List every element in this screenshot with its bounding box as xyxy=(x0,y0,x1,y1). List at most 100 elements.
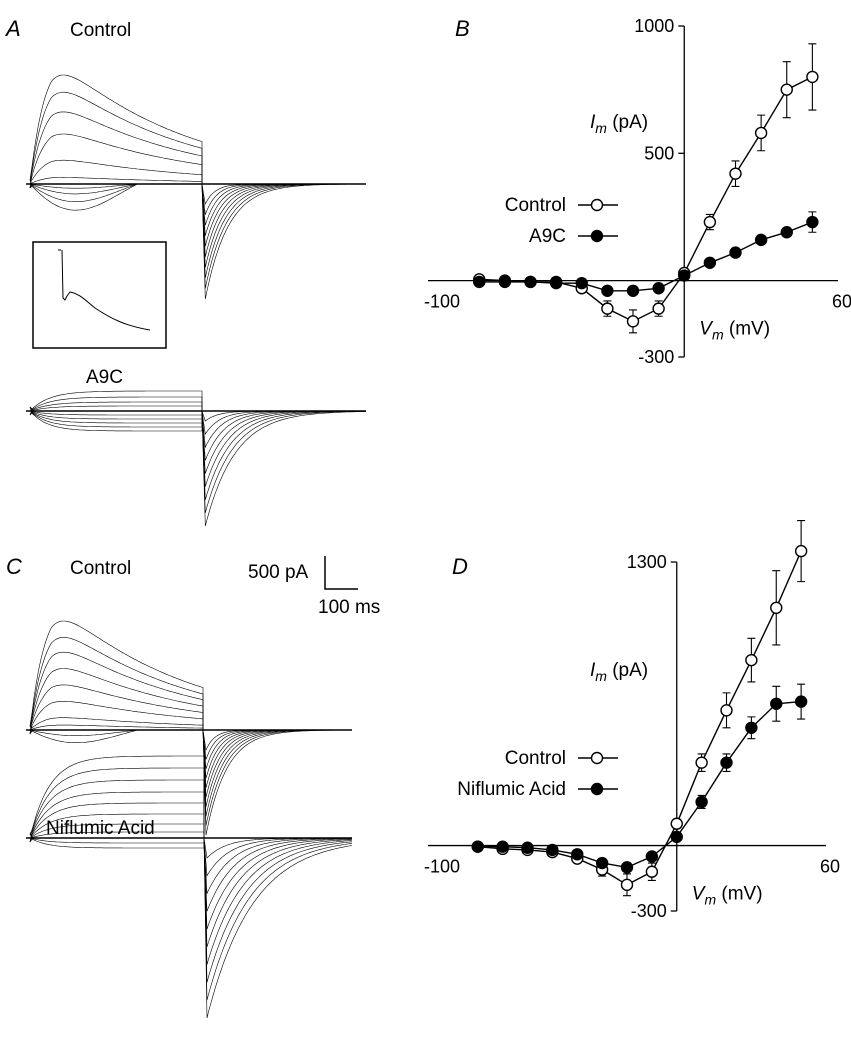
current-trace xyxy=(29,406,367,527)
y-axis-label: Im (pA) xyxy=(590,660,648,684)
data-point xyxy=(626,315,640,328)
data-point xyxy=(652,282,665,295)
legend-label: Control xyxy=(505,195,566,216)
data-point xyxy=(521,841,534,854)
data-point xyxy=(754,126,768,140)
data-point xyxy=(473,275,486,289)
scale-bar-current-label: 500 pA xyxy=(248,562,309,583)
legend-marker xyxy=(590,198,604,212)
data-point xyxy=(794,695,808,708)
current-trace xyxy=(29,725,352,826)
current-trace xyxy=(29,668,352,779)
panel-a-control-title: Control xyxy=(70,20,131,41)
data-point xyxy=(806,215,819,229)
data-point xyxy=(549,276,563,290)
scale-bar: 500 pA 100 ms xyxy=(248,556,380,618)
y-tick-label: -300 xyxy=(631,901,667,921)
panel-a-drug-title: A9C xyxy=(86,367,123,388)
series-line xyxy=(477,550,802,886)
series-open xyxy=(471,520,808,897)
data-point xyxy=(670,830,683,844)
y-tick-label: 500 xyxy=(644,143,674,163)
inset-frame xyxy=(32,241,167,349)
current-trace xyxy=(29,802,352,930)
current-trace xyxy=(29,183,366,278)
x-tick-label: -100 xyxy=(424,857,460,877)
current-trace xyxy=(29,111,366,226)
current-trace xyxy=(29,831,353,983)
data-point xyxy=(695,795,708,809)
data-point xyxy=(780,226,793,239)
data-point xyxy=(703,256,717,269)
data-point xyxy=(703,215,717,229)
x-tick-label: -100 xyxy=(424,292,460,312)
legend-marker xyxy=(590,229,604,243)
data-point xyxy=(770,697,783,710)
x-axis-label: Vm (mV) xyxy=(699,319,770,343)
data-point xyxy=(601,284,614,297)
current-trace xyxy=(29,406,366,500)
current-trace xyxy=(29,179,366,289)
current-trace xyxy=(29,684,352,788)
current-trace xyxy=(29,406,366,474)
iv-plot-d: 1300 -300 -100 60 Im (pA) Vm (mV) Control Niflu… xyxy=(424,520,840,921)
data-point xyxy=(678,269,691,282)
data-point xyxy=(652,302,665,315)
current-trace xyxy=(29,401,366,449)
data-point xyxy=(498,275,512,289)
panel-c-drug-title: Niflumic Acid xyxy=(46,818,155,839)
traces-c-control xyxy=(26,620,352,836)
current-trace xyxy=(29,779,352,894)
current-trace xyxy=(29,183,366,300)
data-point xyxy=(670,817,683,830)
current-trace xyxy=(29,405,366,461)
scale-bar-lines xyxy=(324,556,358,590)
panel-letter-a: A xyxy=(4,16,21,41)
x-tick-label: 60 xyxy=(832,292,851,312)
panel-letter-b: B xyxy=(455,16,470,41)
current-trace xyxy=(29,833,353,1001)
y-tick-label: 1300 xyxy=(627,552,667,572)
y-tick-label: 1000 xyxy=(634,16,674,36)
iv-plot-b: 1000 500 -300 -100 60 Im (pA) Vm (mV) Control A9… xyxy=(424,16,851,367)
panel-c-control-title: Control xyxy=(70,558,131,579)
data-point xyxy=(626,284,640,297)
data-point xyxy=(524,275,537,289)
scale-bar-time-label: 100 ms xyxy=(318,597,380,618)
data-point xyxy=(745,653,758,667)
current-trace xyxy=(29,724,352,817)
current-trace xyxy=(29,410,366,513)
legend-label: Niflumic Acid xyxy=(457,779,566,800)
data-point xyxy=(806,70,819,84)
data-point xyxy=(745,721,758,734)
data-point xyxy=(729,167,742,180)
x-axis-label: Vm (mV) xyxy=(692,884,763,908)
data-point xyxy=(754,233,768,247)
data-point xyxy=(571,848,584,861)
data-point xyxy=(620,878,634,892)
y-tick-label: -300 xyxy=(638,347,674,367)
data-point xyxy=(780,83,793,96)
data-point xyxy=(595,856,609,870)
panel-letter-c: C xyxy=(6,554,22,579)
current-trace xyxy=(29,813,353,947)
traces-a-drug xyxy=(26,390,367,527)
inset-tail-current xyxy=(32,241,167,349)
series-filled xyxy=(471,683,808,874)
data-point xyxy=(620,861,634,874)
x-tick-label: 60 xyxy=(820,857,840,877)
current-trace xyxy=(29,701,352,798)
data-point xyxy=(575,276,588,290)
legend-marker xyxy=(590,782,604,796)
series-filled xyxy=(473,211,819,297)
legend-label: Control xyxy=(505,748,566,769)
data-point xyxy=(546,843,559,857)
inset-trace xyxy=(58,249,151,331)
legend-label: A9C xyxy=(529,226,566,247)
current-trace xyxy=(29,837,353,1019)
data-point xyxy=(496,840,509,853)
panel-letter-d: D xyxy=(452,554,468,579)
data-point xyxy=(729,246,742,259)
data-point xyxy=(720,704,733,717)
